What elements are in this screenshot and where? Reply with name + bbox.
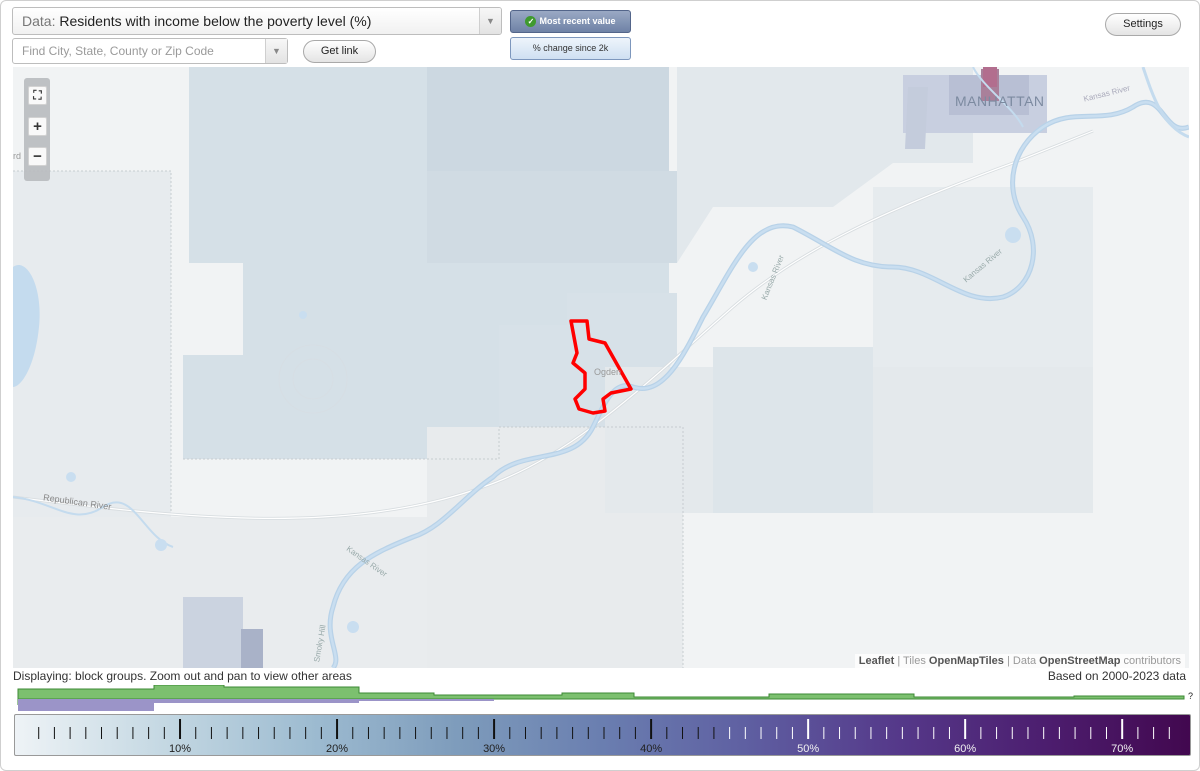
legend-tick-label: 20% bbox=[326, 743, 348, 755]
legend-tick-label: 70% bbox=[1111, 743, 1133, 755]
attribution-sep-2: | Data bbox=[1003, 655, 1040, 667]
chevron-down-icon[interactable]: ▼ bbox=[479, 8, 501, 34]
attribution-contributors: contributors bbox=[1120, 655, 1181, 667]
display-note: Displaying: block groups. Zoom out and p… bbox=[13, 669, 352, 683]
legend-tick-label: 60% bbox=[954, 743, 976, 755]
manhattan-label: MANHATTAN bbox=[955, 93, 1045, 109]
fullscreen-icon[interactable]: ⛶ bbox=[28, 86, 47, 105]
legend-scale: 10% 20% 30% 40% 50% 60% 70% bbox=[38, 719, 1170, 755]
map-canvas[interactable]: MANHATTAN Ogden Republican River Kansas … bbox=[13, 67, 1189, 668]
legend-tick-label: 40% bbox=[640, 743, 662, 755]
legend-tick-label: 30% bbox=[483, 743, 505, 755]
most-recent-label: Most recent value bbox=[539, 16, 616, 26]
chevron-down-icon[interactable]: ▼ bbox=[265, 39, 287, 63]
openmaptiles-link[interactable]: OpenMapTiles bbox=[928, 655, 1004, 667]
edge-label: rd bbox=[13, 151, 22, 161]
legend-tick-label: 50% bbox=[797, 743, 819, 755]
data-range-note: Based on 2000-2023 data bbox=[1047, 669, 1186, 683]
map-layer bbox=[13, 67, 1189, 668]
attribution-sep-1: | Tiles bbox=[894, 655, 929, 667]
openstreetmap-link[interactable]: OpenStreetMap bbox=[1039, 655, 1121, 667]
get-link-button[interactable]: Get link bbox=[303, 40, 376, 63]
zoom-control: ⛶ + − bbox=[24, 78, 50, 181]
data-prefix: Data: bbox=[22, 13, 56, 29]
zoom-out-button[interactable]: − bbox=[28, 147, 47, 166]
distribution-histogram: ? bbox=[17, 685, 1193, 711]
percent-change-button[interactable]: % change since 2k bbox=[510, 37, 631, 60]
map-attribution: Leaflet | Tiles OpenMapTiles | Data Open… bbox=[854, 654, 1185, 668]
leaflet-link[interactable]: Leaflet bbox=[858, 655, 895, 667]
zoom-in-button[interactable]: + bbox=[28, 117, 47, 136]
color-legend: 10% 20% 30% 40% 50% 60% 70% bbox=[14, 714, 1191, 756]
check-icon: ✓ bbox=[525, 16, 537, 28]
data-value: Residents with income below the poverty … bbox=[59, 13, 372, 29]
settings-button[interactable]: Settings bbox=[1105, 13, 1181, 36]
search-input[interactable] bbox=[13, 39, 263, 63]
location-search[interactable]: ▼ bbox=[12, 38, 288, 64]
ogden-label: Ogden bbox=[594, 367, 622, 377]
legend-tick-label: 10% bbox=[169, 743, 191, 755]
data-select[interactable]: Data: Residents with income below the po… bbox=[12, 7, 502, 35]
unknown-marker: ? bbox=[1188, 691, 1193, 701]
most-recent-value-button[interactable]: ✓ Most recent value bbox=[510, 10, 631, 33]
